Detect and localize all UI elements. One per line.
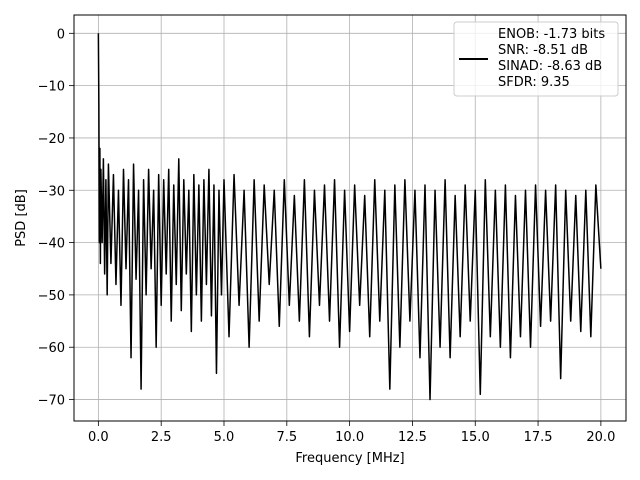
legend-entry-enob: ENOB: -1.73 bits	[498, 27, 605, 42]
y-tick-label: −20	[38, 132, 65, 147]
legend-box	[453, 21, 619, 97]
y-tick-label: −40	[38, 237, 65, 252]
x-axis-label: Frequency [MHz]	[295, 451, 404, 466]
x-tick-label: 0.0	[88, 430, 109, 445]
x-axis-ticks: 0.0 2.5 5.0 7.5 10.0 12.5 15.0 17.5 20.0	[88, 421, 615, 445]
legend-entry-sinad: SINAD: -8.63 dB	[498, 59, 602, 74]
legend-entry-snr: SNR: -8.51 dB	[498, 43, 588, 58]
y-axis-label: PSD [dB]	[14, 189, 29, 247]
series-group	[97, 33, 602, 401]
x-tick-label: 20.0	[586, 430, 615, 445]
y-tick-label: −60	[38, 341, 65, 356]
legend-entry-sfdr: SFDR: 9.35	[498, 75, 570, 90]
x-tick-label: 12.5	[398, 430, 427, 445]
x-tick-label: 10.0	[335, 430, 364, 445]
y-tick-label: −10	[38, 80, 65, 95]
y-tick-label: −30	[38, 184, 65, 199]
y-tick-label: 0	[57, 27, 65, 42]
x-tick-label: 15.0	[461, 430, 490, 445]
y-axis-ticks: 0 −10 −20 −30 −40 −50 −60 −70	[38, 27, 74, 409]
y-tick-label: −70	[38, 394, 65, 409]
x-tick-label: 5.0	[214, 430, 235, 445]
x-tick-label: 17.5	[524, 430, 553, 445]
y-tick-label: −50	[38, 289, 65, 304]
plot-frame	[73, 14, 627, 422]
x-tick-label: 7.5	[276, 430, 297, 445]
series-line	[97, 33, 602, 401]
legend: ENOB: -1.73 bits SNR: -8.51 dB SINAD: -8…	[453, 21, 619, 97]
x-tick-label: 2.5	[151, 430, 172, 445]
